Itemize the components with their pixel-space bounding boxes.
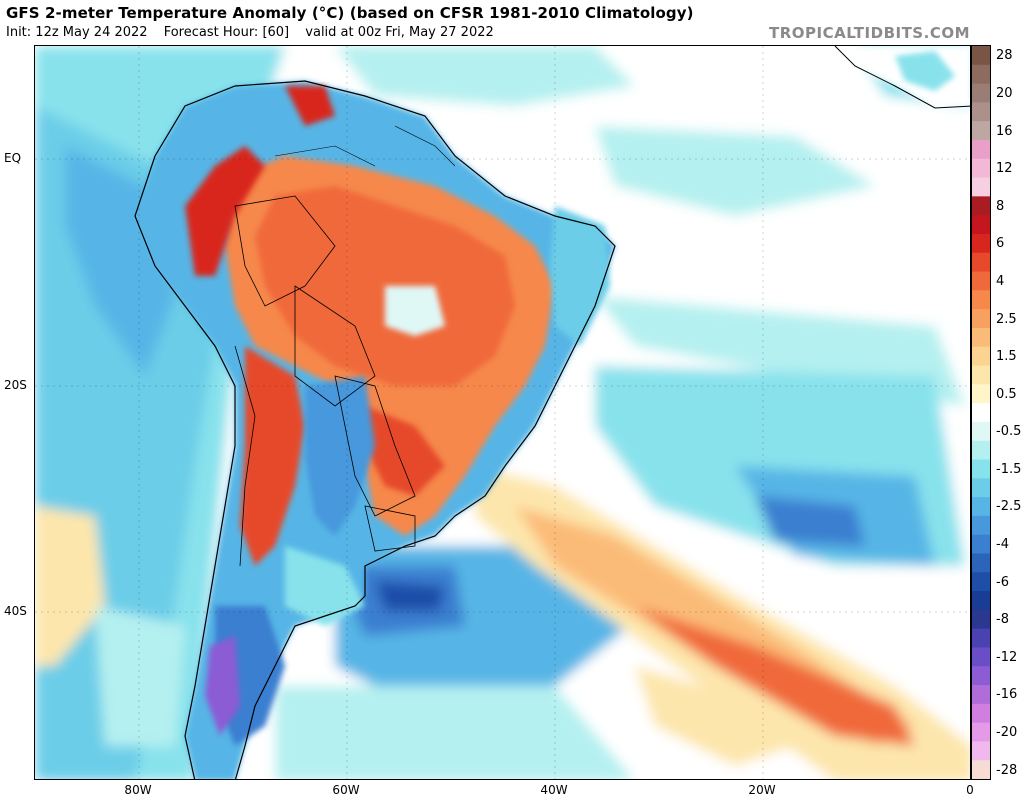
colorbar-label: 0.5 (996, 386, 1017, 402)
lon-label-60w: 60W (332, 783, 360, 797)
colorbar-label: 6 (996, 236, 1005, 252)
map-subtitle: Init: 12z May 24 2022 Forecast Hour: [60… (6, 25, 506, 40)
colorbar-label: -0.5 (996, 424, 1022, 440)
colorbar-swatch-9 (972, 215, 990, 235)
colorbar-label: -16 (996, 687, 1018, 703)
colorbar-swatch-31 (972, 628, 990, 649)
colorbar-swatch-32 (972, 647, 990, 667)
anomaly-map (34, 45, 971, 780)
brand-watermark: TROPICALTIDBITS.COM (769, 24, 970, 42)
colorbar-swatch-2 (972, 83, 990, 103)
colorbar-label: -12 (996, 649, 1018, 665)
colorbar-swatch-38 (972, 760, 990, 779)
colorbar-swatch-37 (972, 741, 990, 761)
south-america-land (134, 80, 616, 779)
colorbar-swatch-27 (972, 553, 990, 573)
colorbar-label: -2.5 (996, 499, 1022, 515)
colorbar-label: 16 (996, 123, 1013, 139)
colorbar-swatch-30 (972, 609, 990, 630)
graticule (35, 46, 970, 779)
colorbar-swatch-14 (972, 309, 990, 329)
colorbar-label: 28 (996, 48, 1013, 64)
colorbar-swatch-4 (972, 121, 990, 141)
colorbar-swatch-19 (972, 403, 990, 423)
colorbar-swatches (972, 46, 990, 779)
lon-label-20w: 20W (748, 783, 776, 797)
forecast-hour: Forecast Hour: [60] (163, 25, 290, 40)
valid-time: valid at 00z Fri, May 27 2022 (305, 25, 494, 40)
colorbar (971, 45, 991, 780)
colorbar-label: -1.5 (996, 461, 1022, 477)
colorbar-swatch-35 (972, 703, 990, 724)
colorbar-swatch-10 (972, 233, 990, 254)
colorbar-swatch-20 (972, 421, 990, 442)
colorbar-swatch-28 (972, 572, 990, 592)
colorbar-swatch-36 (972, 722, 990, 743)
colorbar-label: -4 (996, 537, 1009, 553)
colorbar-swatch-33 (972, 666, 990, 686)
colorbar-swatch-25 (972, 515, 990, 536)
colorbar-swatch-24 (972, 497, 990, 517)
lat-label-eq: EQ (4, 151, 22, 165)
colorbar-swatch-1 (972, 64, 990, 85)
lon-label-0: 0 (966, 783, 974, 797)
colorbar-swatch-18 (972, 384, 990, 404)
colorbar-swatch-22 (972, 459, 990, 479)
colorbar-swatch-15 (972, 327, 990, 348)
colorbar-label: 1.5 (996, 349, 1017, 365)
colorbar-swatch-3 (972, 102, 990, 122)
africa-land (834, 46, 970, 109)
colorbar-label: -8 (996, 612, 1009, 628)
colorbar-swatch-11 (972, 252, 990, 273)
colorbar-swatch-16 (972, 346, 990, 367)
colorbar-swatch-21 (972, 440, 990, 461)
colorbar-swatch-29 (972, 591, 990, 611)
colorbar-swatch-6 (972, 158, 990, 179)
colorbar-swatch-12 (972, 271, 990, 291)
colorbar-label: -20 (996, 725, 1018, 740)
colorbar-swatch-8 (972, 196, 990, 216)
lon-label-80w: 80W (124, 783, 152, 797)
lat-label-40s: 40S (4, 604, 27, 618)
colorbar-swatch-17 (972, 365, 990, 385)
colorbar-label: 20 (996, 85, 1013, 101)
lon-label-40w: 40W (540, 783, 568, 797)
colorbar-swatch-13 (972, 290, 990, 310)
map-canvas (35, 46, 970, 779)
colorbar-swatch-5 (972, 139, 990, 160)
colorbar-label: 8 (996, 198, 1005, 214)
map-title: GFS 2-meter Temperature Anomaly (°C) (ba… (6, 4, 694, 22)
colorbar-swatch-23 (972, 478, 990, 498)
lat-label-20s: 20S (4, 378, 27, 392)
colorbar-label: 4 (996, 273, 1005, 289)
colorbar-swatch-26 (972, 534, 990, 555)
colorbar-swatch-0 (972, 46, 990, 66)
colorbar-label: -6 (996, 574, 1009, 590)
colorbar-label: -28 (996, 762, 1018, 778)
colorbar-swatch-34 (972, 685, 990, 705)
colorbar-label: 12 (996, 161, 1013, 177)
init-time: Init: 12z May 24 2022 (6, 25, 148, 40)
colorbar-swatch-7 (972, 177, 990, 197)
colorbar-label: 2.5 (996, 311, 1017, 327)
